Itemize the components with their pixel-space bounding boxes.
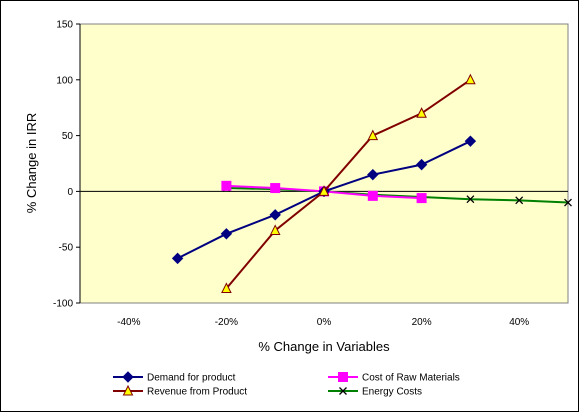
data-point — [466, 195, 475, 204]
legend-item: Energy Costs — [328, 387, 422, 398]
data-point — [221, 282, 232, 293]
y-tick-label: -100 — [53, 299, 73, 310]
data-point — [269, 224, 281, 235]
legend-swatch-marker — [339, 387, 347, 395]
data-point — [515, 196, 524, 205]
legend-label: Revenue from Product — [147, 387, 247, 398]
data-point — [269, 209, 281, 221]
data-point — [416, 193, 427, 204]
data-point — [465, 73, 476, 85]
x-tick-label: -40% — [117, 317, 140, 328]
y-tick-label: 100 — [56, 75, 73, 86]
legend-item: Demand for product — [113, 371, 236, 384]
series-line — [225, 78, 471, 290]
x-tick-label: 0% — [317, 317, 332, 328]
series-layer — [171, 73, 572, 293]
x-tick-label: -20% — [215, 317, 238, 328]
legend-item: Cost of Raw Materials — [328, 372, 460, 384]
data-point — [367, 129, 379, 141]
data-point — [367, 190, 378, 201]
legend: Demand for product Cost of Raw Materials R… — [113, 371, 460, 398]
y-tick-label: -50 — [59, 243, 74, 254]
plot-area — [79, 23, 569, 304]
data-point — [171, 252, 184, 265]
legend-label: Energy Costs — [362, 387, 422, 398]
legend-label: Demand for product — [147, 373, 236, 384]
x-axis-title: % Change in Variables — [258, 339, 390, 354]
series-revenue-from-product — [221, 73, 476, 293]
data-point — [564, 198, 572, 207]
legend-swatch-marker — [122, 371, 134, 383]
legend-swatch-marker — [338, 372, 348, 382]
data-point — [415, 158, 428, 171]
legend-swatch-marker — [122, 384, 134, 396]
data-point — [318, 185, 330, 196]
y-tick-label: 50 — [62, 131, 74, 142]
data-point — [270, 183, 281, 194]
data-point — [416, 107, 427, 118]
y-tick-label: 0 — [67, 187, 73, 198]
data-point — [464, 135, 477, 147]
data-point — [220, 228, 233, 240]
data-point — [367, 168, 379, 181]
x-tick-label: 20% — [412, 317, 432, 328]
x-tick-label: 40% — [509, 317, 529, 328]
legend-label: Cost of Raw Materials — [362, 373, 460, 384]
legend-item: Revenue from Product — [113, 384, 247, 398]
data-point — [221, 180, 232, 191]
y-axis-title: % Change in IRR — [24, 113, 39, 213]
y-tick-label: 150 — [56, 20, 73, 31]
